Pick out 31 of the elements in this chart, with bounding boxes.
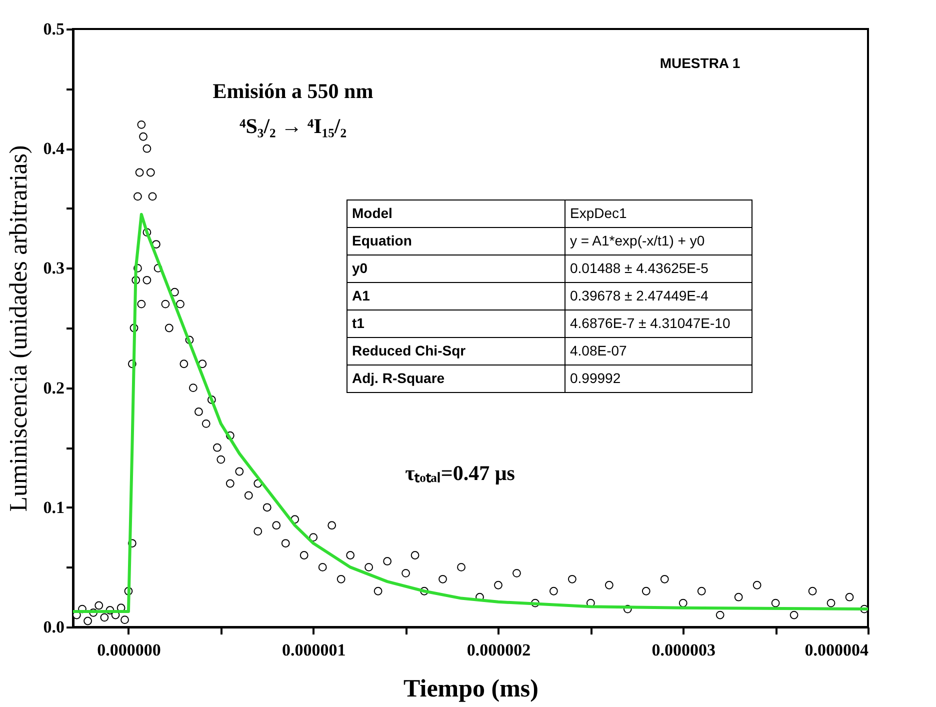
x-tick-label: 0.000002 (466, 640, 531, 660)
annotation: Equation (352, 232, 412, 248)
y-axis-title: Luminiscencia (unidades arbitrarias) (5, 145, 32, 512)
annotation: 4.6876E-7 ± 4.31047E-10 (570, 314, 730, 331)
annotation: t1 (352, 314, 365, 331)
annotation: Emisión a 550 nm (212, 79, 374, 103)
annotation: MUESTRA 1 (660, 55, 740, 71)
y-tick-label: 0.2 (43, 378, 64, 398)
annotation: A1 (352, 287, 370, 304)
annotation: Adj. R-Square (352, 370, 445, 386)
annotation: 4.08E-07 (570, 342, 628, 358)
y-tick-label: 0.1 (43, 498, 64, 517)
annotation: Model (352, 204, 392, 221)
annotation: 0.39678 ± 2.47449E-4 (570, 287, 709, 304)
annotation: 0.99992 (570, 370, 621, 386)
y-tick-label: 0.5 (43, 20, 64, 38)
annotation: Reduced Chi-Sqr (352, 342, 466, 358)
annotation: y0 (352, 260, 368, 276)
annotation: y = A1*exp(-x/t1) + y0 (570, 232, 705, 248)
x-axis-title: Tiempo (ms) (404, 676, 538, 702)
x-tick-label: 0.000003 (652, 640, 716, 660)
annotation: τₜₒₜₐₗ=0.47 μs (405, 461, 515, 485)
y-tick-label: 0.0 (43, 618, 64, 636)
y-tick-label: 0.4 (43, 139, 65, 158)
y-tick-label: 0.3 (43, 258, 64, 278)
annotation: ExpDec1 (570, 204, 628, 221)
x-tick-label: 0.000004 (804, 640, 869, 660)
annotation: ⁴S₃/₂ → ⁴I₁₅/₂ (239, 114, 347, 138)
x-tick-label: 0.000001 (282, 640, 346, 660)
annotation: 0.01488 ± 4.43625E-5 (570, 260, 709, 276)
x-tick-label: 0.000000 (97, 640, 161, 660)
